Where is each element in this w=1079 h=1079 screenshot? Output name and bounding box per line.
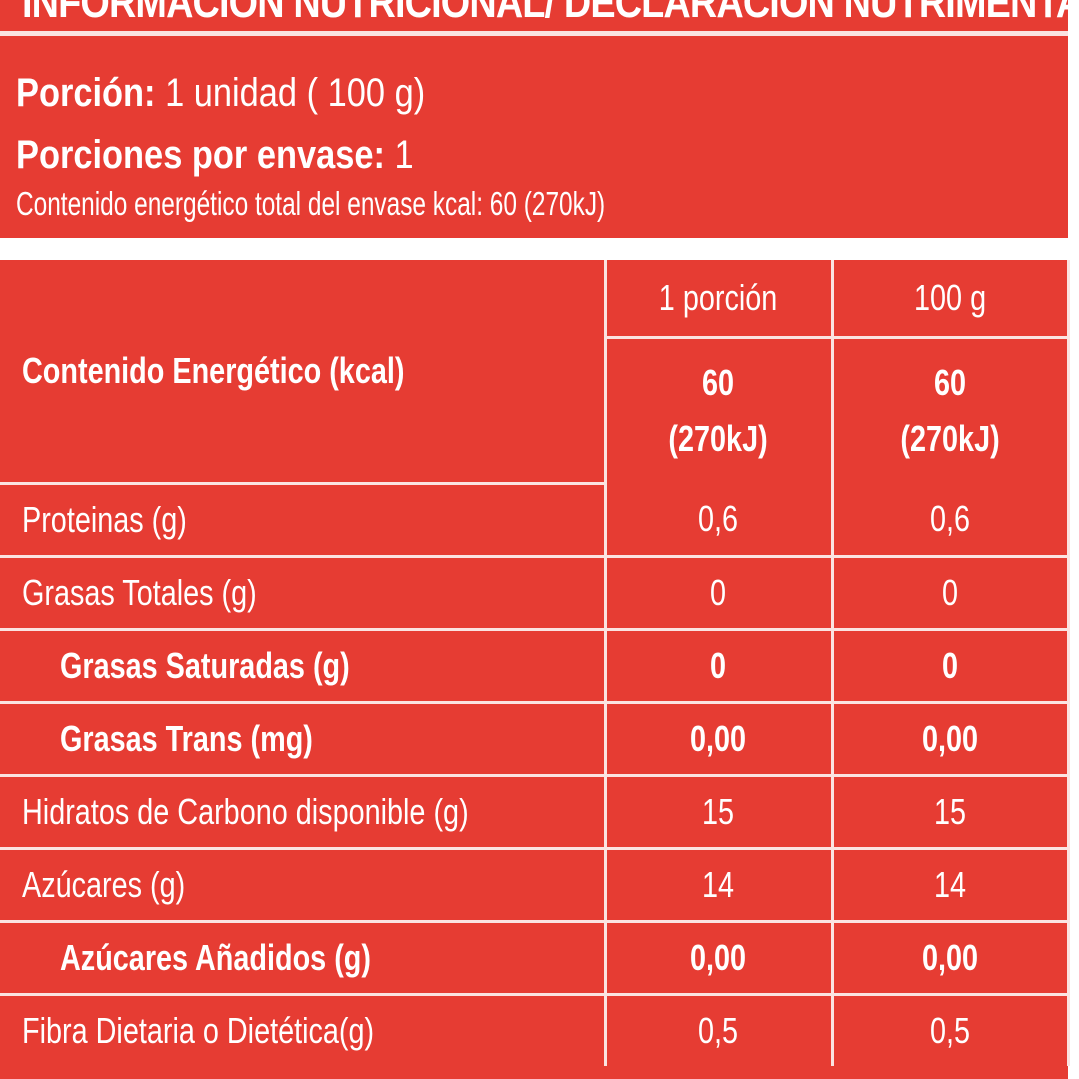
value-per-100g: 0,5 bbox=[830, 993, 1070, 1066]
nutrient-label: Grasas Totales (g) bbox=[0, 555, 607, 631]
table-row: Fibra Dietaria o Dietética(g) 0,5 0,5 bbox=[0, 993, 1070, 1066]
value-per-portion: 14 bbox=[603, 847, 834, 923]
value-per-portion: 0,5 bbox=[603, 993, 834, 1066]
energy-total: Contenido energético total del envase kc… bbox=[16, 185, 606, 222]
table-row: Grasas Trans (mg) 0,00 0,00 bbox=[0, 701, 1070, 777]
nutrient-label: Proteinas (g) bbox=[0, 483, 607, 558]
table-row: Azúcares Añadidos (g) 0,00 0,00 bbox=[0, 920, 1070, 996]
value-per-portion: 0 bbox=[603, 628, 834, 704]
table-row: Grasas Totales (g) 0 0 bbox=[0, 555, 1070, 631]
nutrient-label: Azúcares (g) bbox=[0, 847, 607, 923]
divider bbox=[0, 238, 1068, 260]
portion-info: Porción: 1 unidad ( 100 g) Porciones por… bbox=[16, 62, 812, 222]
value-per-100g: 0 bbox=[830, 555, 1070, 631]
label-title: INFORMACIÓN NUTRICIONAL/ DECLARACIÓN NUT… bbox=[22, 0, 1079, 27]
header-100g: 100 g bbox=[830, 260, 1070, 339]
header-row: Contenido Energético (kcal) 1 porción 10… bbox=[0, 260, 1070, 485]
nutrient-label: Fibra Dietaria o Dietética(g) bbox=[0, 993, 607, 1066]
value-per-100g: 0,00 bbox=[830, 701, 1070, 777]
nutrient-label: Hidratos de Carbono disponible (g) bbox=[0, 774, 607, 850]
nutrition-table: Contenido Energético (kcal) 1 porción 10… bbox=[0, 260, 1070, 1066]
value-per-100g: 0,6 bbox=[830, 483, 1070, 558]
table-row: Hidratos de Carbono disponible (g) 15 15 bbox=[0, 774, 1070, 850]
table-row: Grasas Saturadas (g) 0 0 bbox=[0, 628, 1070, 704]
energy-per-100g: 60 (270kJ) bbox=[830, 335, 1070, 484]
serving-size: Porción: 1 unidad ( 100 g) bbox=[16, 71, 426, 115]
value-per-100g: 0,00 bbox=[830, 920, 1070, 996]
value-per-100g: 14 bbox=[830, 847, 1070, 923]
nutrient-label: Grasas Saturadas (g) bbox=[0, 628, 607, 704]
value-per-100g: 0 bbox=[830, 628, 1070, 704]
value-per-100g: 15 bbox=[830, 774, 1070, 850]
nutrient-label: Azúcares Añadidos (g) bbox=[0, 920, 607, 996]
energy-per-portion: 60 (270kJ) bbox=[603, 335, 834, 484]
value-per-portion: 0,00 bbox=[603, 701, 834, 777]
table-row: Proteinas (g) 0,6 0,6 bbox=[0, 483, 1070, 558]
value-per-portion: 15 bbox=[603, 774, 834, 850]
nutrient-label: Grasas Trans (mg) bbox=[0, 701, 607, 777]
header-portion: 1 porción bbox=[603, 260, 834, 339]
value-per-portion: 0 bbox=[603, 555, 834, 631]
servings-per-container: Porciones por envase: 1 bbox=[16, 133, 414, 177]
divider bbox=[0, 31, 1068, 36]
energy-label: Contenido Energético (kcal) bbox=[0, 260, 607, 485]
edge bbox=[1068, 0, 1079, 1079]
value-per-portion: 0,6 bbox=[603, 483, 834, 558]
energy-row: 60 (270kJ) 60 (270kJ) bbox=[0, 335, 1070, 484]
value-per-portion: 0,00 bbox=[603, 920, 834, 996]
table-row: Azúcares (g) 14 14 bbox=[0, 847, 1070, 923]
